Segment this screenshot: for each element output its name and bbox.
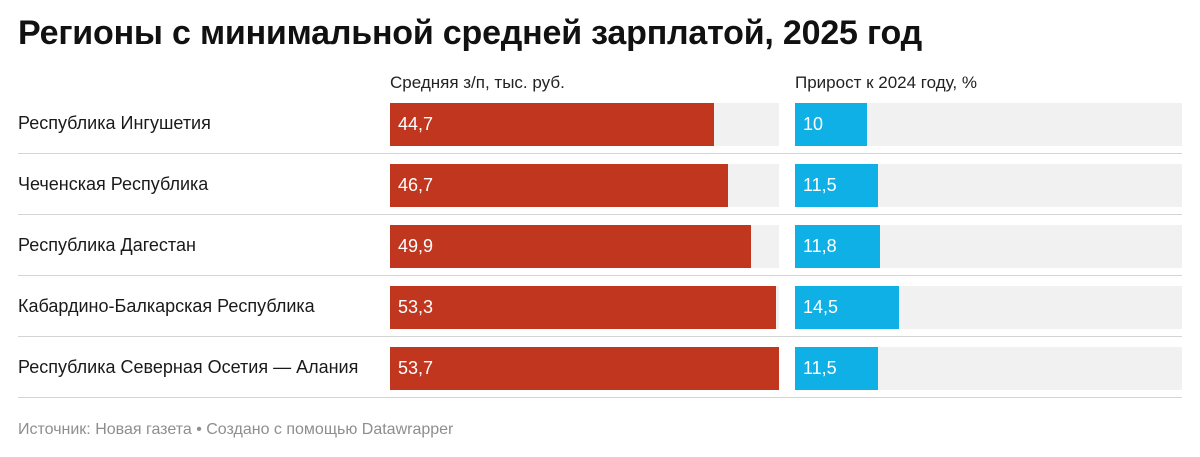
salary-bar-track: 49,9 bbox=[390, 225, 779, 268]
salary-value-label: 53,3 bbox=[398, 297, 434, 317]
source-footer: Источник: Новая газета • Создано с помощ… bbox=[18, 421, 454, 438]
salary-bar bbox=[390, 225, 752, 268]
salary-value-label: 46,7 bbox=[398, 175, 434, 195]
salary-bar bbox=[390, 103, 714, 146]
salary-bar-track: 44,7 bbox=[390, 103, 779, 146]
region-label: Республика Дагестан bbox=[18, 235, 196, 255]
salary-bar-track: 53,7 bbox=[390, 347, 779, 390]
chart-title: Регионы с минимальной средней зарплатой,… bbox=[18, 14, 922, 52]
row-divider bbox=[18, 153, 1182, 154]
salary-bar bbox=[390, 164, 729, 207]
growth-bar bbox=[795, 286, 900, 329]
salary-bar-track: 53,3 bbox=[390, 286, 779, 329]
row-divider bbox=[18, 336, 1182, 337]
salary-bar bbox=[390, 347, 779, 390]
growth-bar bbox=[795, 225, 881, 268]
region-label: Республика Северная Осетия — Алания bbox=[18, 357, 359, 377]
growth-bar bbox=[795, 103, 868, 146]
growth-bar bbox=[795, 347, 878, 390]
table-row: Республика Северная Осетия — Алания 53,7 1… bbox=[18, 337, 1182, 398]
table-row: Кабардино-Балкарская Республика 53,3 14,5 bbox=[18, 276, 1182, 337]
salary-value-label: 49,9 bbox=[398, 236, 434, 256]
growth-bar-track: 10 bbox=[795, 103, 1182, 146]
growth-bar-track: 11,5 bbox=[795, 347, 1182, 390]
region-label: Чеченская Республика bbox=[18, 174, 209, 194]
growth-value-label: 11,5 bbox=[803, 175, 837, 195]
salary-value-label: 44,7 bbox=[398, 114, 434, 134]
growth-value-label: 14,5 bbox=[803, 297, 839, 317]
salary-bar-track: 46,7 bbox=[390, 164, 779, 207]
row-divider bbox=[18, 214, 1182, 215]
row-divider bbox=[18, 275, 1182, 276]
table-row: Республика Дагестан 49,9 11,8 bbox=[18, 215, 1182, 276]
salary-column-header: Средняя з/п, тыс. руб. bbox=[390, 73, 565, 92]
region-label: Кабардино-Балкарская Республика bbox=[18, 296, 315, 316]
row-divider bbox=[18, 397, 1182, 398]
salary-bar bbox=[390, 286, 777, 329]
growth-column-header: Прирост к 2024 году, % bbox=[795, 73, 977, 92]
table-row: Чеченская Республика 46,7 11,5 bbox=[18, 154, 1182, 215]
growth-bar-track: 14,5 bbox=[795, 286, 1182, 329]
growth-value-label: 10 bbox=[803, 114, 824, 134]
growth-bar bbox=[795, 164, 878, 207]
salary-value-label: 53,7 bbox=[398, 358, 434, 378]
growth-value-label: 11,5 bbox=[803, 358, 837, 378]
table-row: Республика Ингушетия 44,7 10 bbox=[18, 93, 1182, 154]
growth-bar-track: 11,5 bbox=[795, 164, 1182, 207]
growth-bar-track: 11,8 bbox=[795, 225, 1182, 268]
region-label: Республика Ингушетия bbox=[18, 113, 211, 133]
growth-value-label: 11,8 bbox=[803, 236, 837, 256]
